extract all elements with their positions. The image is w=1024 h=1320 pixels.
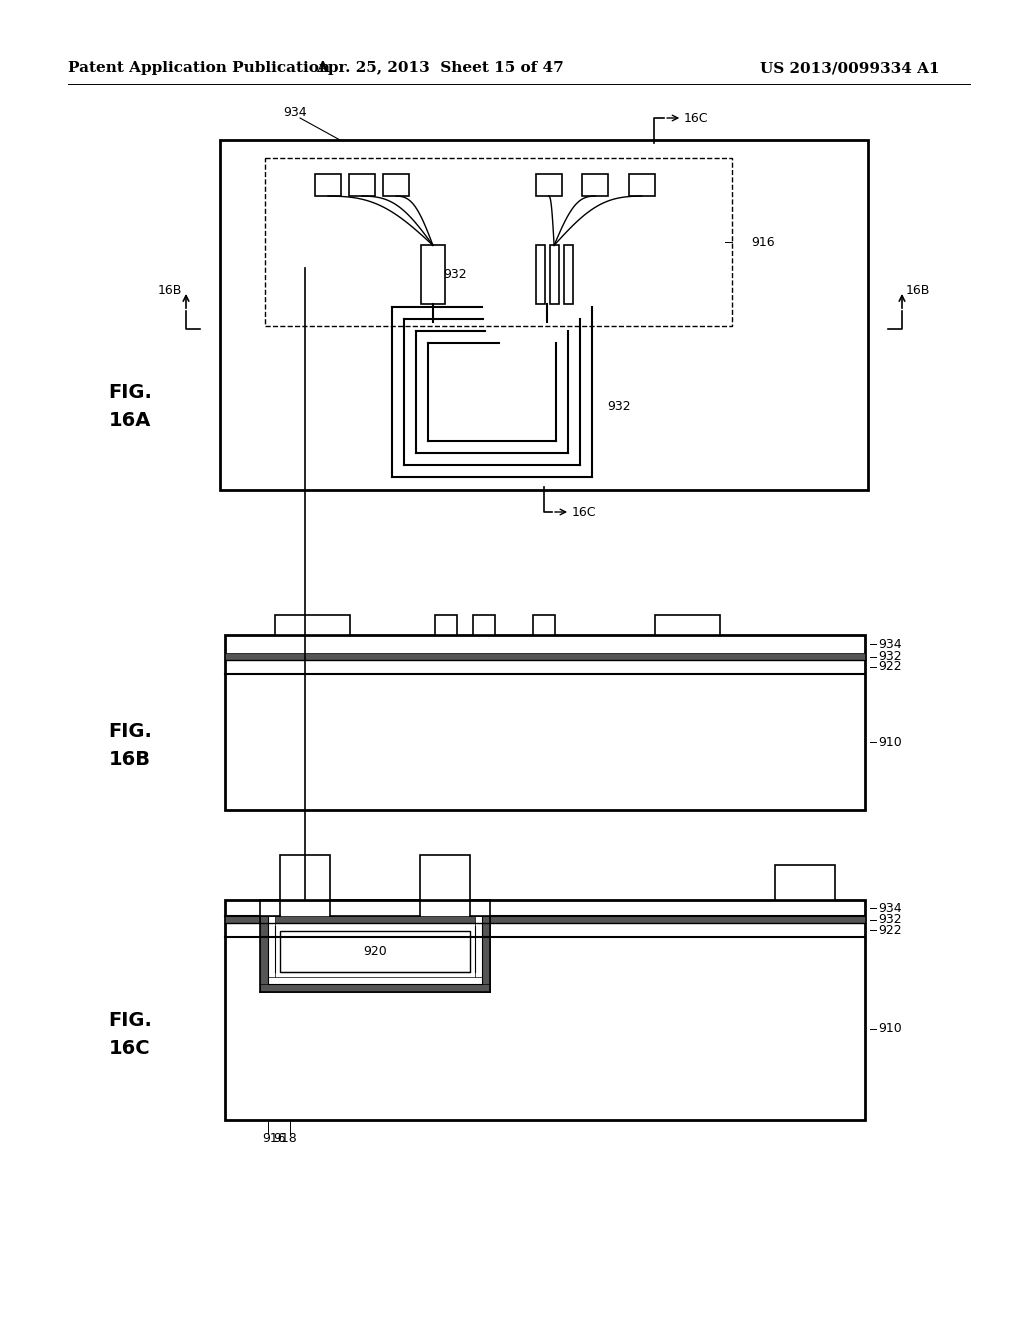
Bar [225, 916, 260, 923]
Text: 16B: 16B [906, 285, 930, 297]
Text: Apr. 25, 2013  Sheet 15 of 47: Apr. 25, 2013 Sheet 15 of 47 [316, 61, 564, 75]
Text: 910: 910 [878, 1022, 902, 1035]
Text: 934: 934 [878, 902, 901, 915]
Text: 934: 934 [878, 638, 901, 651]
Bar [490, 916, 865, 923]
Text: FIG.: FIG. [109, 722, 152, 741]
Text: 920: 920 [364, 945, 387, 958]
Bar [473, 615, 495, 635]
Text: 910: 910 [878, 735, 902, 748]
Bar [550, 246, 559, 304]
Text: 932: 932 [878, 649, 901, 663]
Text: 16C: 16C [572, 506, 597, 519]
Bar [260, 983, 490, 993]
Text: FIG.: FIG. [109, 383, 152, 401]
Bar [265, 158, 731, 326]
Text: 16C: 16C [684, 111, 709, 124]
Bar [225, 653, 865, 660]
Text: 916: 916 [752, 235, 775, 248]
Bar [275, 615, 350, 635]
Text: 16B: 16B [158, 285, 182, 297]
Text: 922: 922 [878, 660, 901, 673]
Bar [435, 615, 457, 635]
Bar [225, 635, 865, 810]
Text: 922: 922 [878, 924, 901, 936]
Bar [280, 855, 330, 900]
Bar [383, 174, 409, 195]
Bar [583, 174, 608, 195]
Bar [268, 977, 482, 983]
Bar [268, 916, 275, 983]
Text: 16B: 16B [109, 750, 151, 768]
Text: 932: 932 [607, 400, 631, 413]
Text: 16C: 16C [110, 1040, 151, 1059]
Bar [421, 246, 445, 304]
Text: 916: 916 [262, 1131, 286, 1144]
Bar [536, 246, 545, 304]
Bar [420, 855, 470, 900]
Bar [475, 916, 482, 983]
Bar [349, 174, 375, 195]
Text: 932: 932 [878, 913, 901, 927]
Bar [280, 931, 470, 972]
Text: FIG.: FIG. [109, 1011, 152, 1031]
Bar [482, 916, 490, 993]
Bar [655, 615, 720, 635]
Bar [775, 865, 835, 900]
Bar [260, 916, 268, 993]
Text: 16A: 16A [109, 411, 152, 429]
Bar [225, 916, 865, 923]
Bar [629, 174, 655, 195]
Text: 934: 934 [284, 106, 307, 119]
Bar [315, 174, 341, 195]
Bar [220, 140, 868, 490]
Bar [563, 246, 572, 304]
Bar [225, 900, 865, 1119]
Text: Patent Application Publication: Patent Application Publication [68, 61, 330, 75]
Bar [536, 174, 561, 195]
Text: 918: 918 [273, 1131, 297, 1144]
Text: US 2013/0099334 A1: US 2013/0099334 A1 [760, 61, 940, 75]
Text: 932: 932 [443, 268, 467, 281]
Bar [534, 615, 555, 635]
